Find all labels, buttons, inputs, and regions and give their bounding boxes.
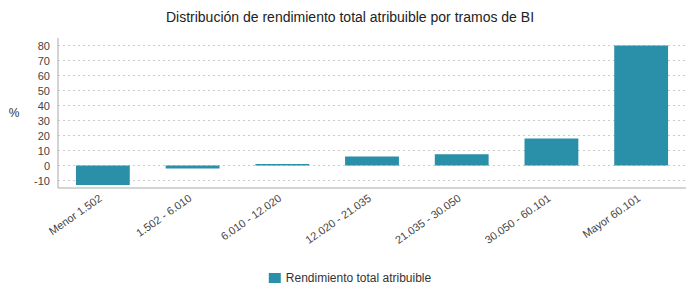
bar bbox=[525, 139, 579, 166]
y-tick-label: 80 bbox=[38, 40, 50, 52]
y-tick-label: 40 bbox=[38, 100, 50, 112]
legend-swatch bbox=[269, 273, 281, 283]
x-tick-label: 12.020 - 21.035 bbox=[303, 192, 373, 246]
background bbox=[0, 0, 700, 300]
bar bbox=[614, 46, 668, 166]
grid-line bbox=[58, 90, 686, 91]
x-tick-label: 1.502 - 6.010 bbox=[134, 192, 194, 239]
x-tick-label: 6.010 - 12.020 bbox=[218, 192, 283, 243]
legend-label: Rendimiento total atribuible bbox=[286, 271, 432, 285]
bar bbox=[76, 166, 130, 186]
y-tick-label: 10 bbox=[38, 145, 50, 157]
y-tick-label: 60 bbox=[38, 70, 50, 82]
grid-line bbox=[58, 120, 686, 121]
grid-line bbox=[58, 105, 686, 106]
y-tick-label: 0 bbox=[44, 160, 50, 172]
grid-line bbox=[58, 45, 686, 46]
chart: Distribución de rendimiento total atribu… bbox=[0, 0, 700, 300]
title: Distribución de rendimiento total atribu… bbox=[166, 9, 534, 25]
x-tick-label: Menor 1.502 bbox=[47, 192, 104, 237]
grid bbox=[58, 46, 686, 181]
grid-line bbox=[58, 150, 686, 151]
y-axis-line bbox=[58, 38, 59, 188]
y-tick-label: 70 bbox=[38, 55, 50, 67]
y-tick-label: 20 bbox=[38, 130, 50, 142]
x-tick-label: 21.035 - 30.050 bbox=[393, 192, 463, 246]
bar bbox=[435, 154, 489, 165]
x-tick-label: Mayor 60.101 bbox=[580, 192, 642, 240]
bars bbox=[76, 46, 668, 186]
x-axis-line bbox=[58, 188, 686, 189]
grid-line bbox=[58, 135, 686, 136]
y-tick-label: -10 bbox=[34, 175, 50, 187]
grid-line bbox=[58, 60, 686, 61]
grid-line bbox=[58, 180, 686, 181]
y-axis-label: % bbox=[9, 106, 20, 120]
bar bbox=[345, 157, 399, 166]
y-tick-label: 50 bbox=[38, 85, 50, 97]
legend: Rendimiento total atribuible bbox=[269, 271, 432, 285]
grid-line bbox=[58, 75, 686, 76]
x-tick-label: 30.050 - 60.101 bbox=[483, 192, 553, 246]
y-tick-label: 30 bbox=[38, 115, 50, 127]
bar bbox=[166, 166, 220, 169]
bar bbox=[255, 164, 309, 166]
